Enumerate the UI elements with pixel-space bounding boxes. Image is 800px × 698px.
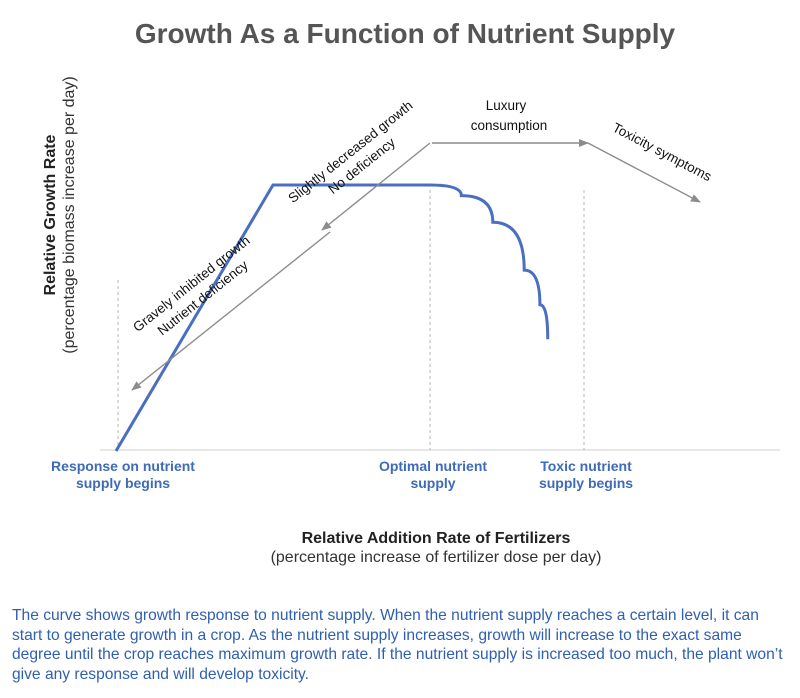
x-tick-response-line1: Response on nutrient [51,458,195,474]
growth-curve [114,183,550,452]
decreased-growth-arrow [321,142,431,231]
x-tick-toxic-line2: supply begins [539,475,633,491]
x-tick-toxic-line1: Toxic nutrient [540,458,632,474]
y-axis-label: Relative Growth Rate [42,134,59,295]
y-axis-sublabel: (percentage biomass increase per day) [61,76,78,353]
annotation-consumption: consumption [471,118,548,133]
chart-title: Growth As a Function of Nutrient Supply [135,18,676,49]
deficiency-arrow [131,231,331,391]
annotation-gravely-inhibited: Gravely inhibited growth [130,233,253,335]
x-tick-optimal-line2: supply [410,475,455,491]
chart-caption: The curve shows growth response to nutri… [12,607,783,683]
x-tick-optimal-line1: Optimal nutrient [379,458,487,474]
x-axis-label: Relative Addition Rate of Fertilizers [302,530,571,547]
toxicity-arrow [587,142,701,203]
annotation-slightly-decreased: Slightly decreased growth [285,98,415,206]
x-tick-response-line2: supply begins [76,475,170,491]
x-axis-sublabel: (percentage increase of fertilizer dose … [271,549,602,566]
annotation-toxicity: Toxicity symptoms [610,120,714,184]
annotation-luxury: Luxury [486,98,527,113]
